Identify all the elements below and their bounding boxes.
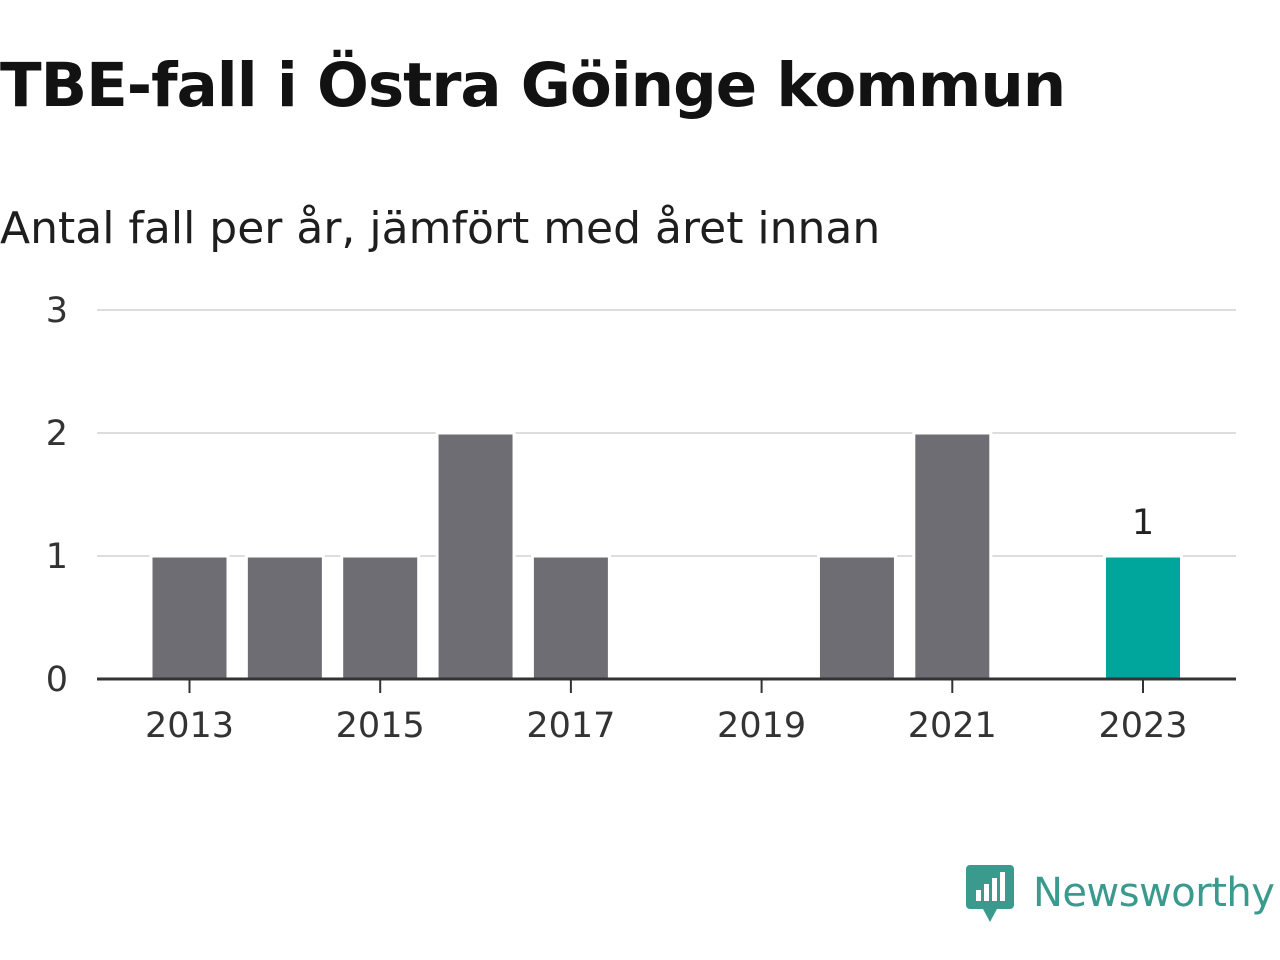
x-tick-label: 2017: [526, 706, 615, 746]
bar-2020: [816, 554, 897, 681]
bar-2023: [1103, 554, 1183, 681]
y-tick-label: 0: [46, 660, 68, 700]
y-tick-label: 1: [46, 537, 68, 577]
x-tick-label: 2023: [1098, 706, 1187, 746]
data-label: 1: [1132, 503, 1154, 543]
brand-name: Newsworthy: [1033, 870, 1275, 916]
x-tick-label: 2019: [717, 706, 806, 746]
chart-title: TBE-fall i Östra Göinge kommun: [0, 50, 1066, 121]
bar-2014: [244, 554, 325, 681]
brand-logo: Newsworthy: [965, 862, 1275, 924]
bar-2021: [912, 431, 993, 681]
bar-2016: [435, 431, 516, 681]
y-tick-label: 3: [46, 291, 68, 331]
x-tick-label: 2015: [336, 706, 425, 746]
newsworthy-logo-icon: [966, 865, 1014, 922]
bar-2015: [340, 554, 421, 681]
y-tick-label: 2: [46, 414, 68, 454]
bar-chart: 0 1 2 3 2013 2015 2017 2019 2021 2023 1: [46, 291, 1236, 746]
x-tick-label: 2021: [908, 706, 997, 746]
x-tick-label: 2013: [145, 706, 234, 746]
bar-2017: [530, 554, 611, 681]
chart-subtitle: Antal fall per år, jämfört med året inna…: [0, 203, 881, 254]
bar-2013: [149, 554, 230, 681]
